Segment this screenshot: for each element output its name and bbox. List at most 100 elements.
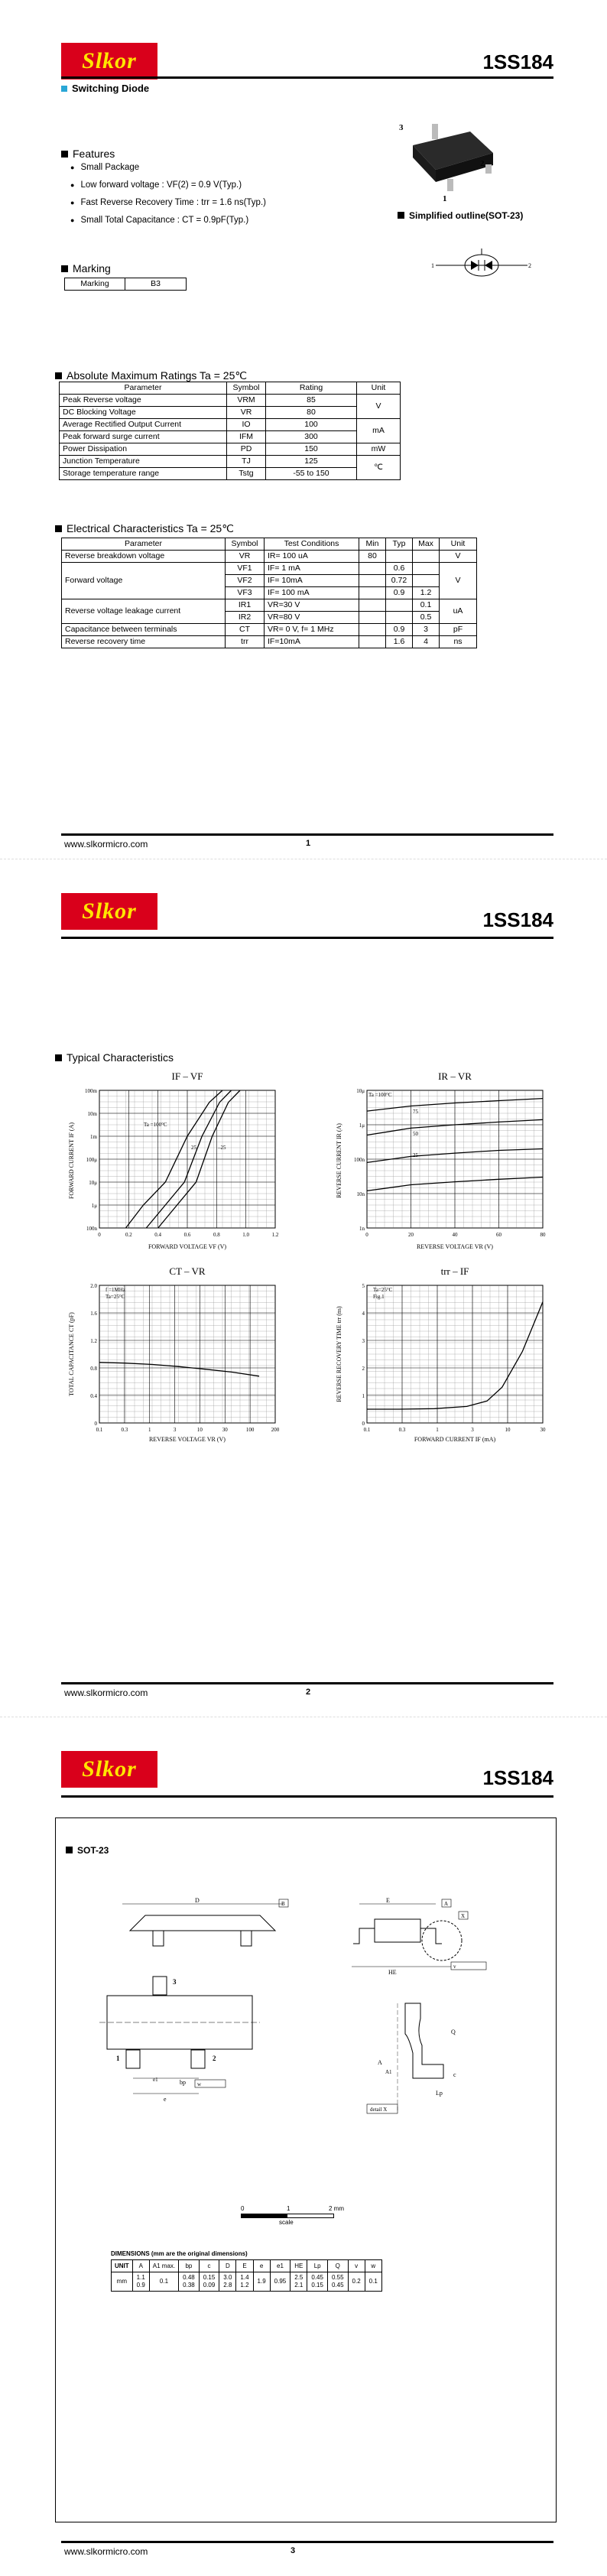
table-row: Peak forward surge current IFM 300 bbox=[59, 430, 401, 443]
svg-text:2: 2 bbox=[480, 159, 485, 168]
chart-if-vf: IF – VF 0 0.2 0.4 0.6 0.8 1.0 1.2 100m 10m 1m 100μ… bbox=[68, 1070, 279, 1250]
table-row: Peak Reverse voltage VRM 85 V bbox=[59, 394, 401, 419]
series-label: 25 bbox=[413, 1152, 419, 1158]
svg-text:A: A bbox=[444, 1901, 448, 1907]
svg-text:1: 1 bbox=[431, 262, 434, 269]
x-tick-label: 1.0 bbox=[242, 1232, 249, 1238]
x-tick-label: 100 bbox=[246, 1427, 255, 1433]
y-tick-label: 1 bbox=[362, 1393, 365, 1399]
table-row: IR2 VR=80 V 0.5 bbox=[62, 611, 477, 624]
y-tick-label: 2.0 bbox=[90, 1283, 97, 1289]
series-line bbox=[366, 1119, 544, 1136]
series-line bbox=[367, 1301, 544, 1410]
series-line bbox=[366, 1097, 544, 1112]
table-cell: 0.48 0.38 bbox=[178, 2272, 200, 2292]
marking-table: Marking B3 bbox=[64, 278, 187, 291]
svg-text:2: 2 bbox=[528, 262, 531, 269]
svg-text:c: c bbox=[453, 2071, 456, 2078]
svg-text:Q: Q bbox=[451, 2029, 456, 2035]
table-row: Power Dissipation PD 150 mW bbox=[59, 443, 401, 456]
table-cell: 1.9 bbox=[252, 2272, 271, 2292]
typical-characteristics-title: Typical Characteristics bbox=[55, 1051, 174, 1064]
abs-max-title: Absolute Maximum Ratings Ta = 25℃ bbox=[55, 369, 247, 382]
table-row: mm 1.1 0.9 0.1 0.48 0.38 0.15 0.09 3.0 2.8 1.4 1.2 1… bbox=[111, 2272, 382, 2292]
x-tick-label: 0.4 bbox=[154, 1232, 161, 1238]
chart-note: Ta=25°C bbox=[373, 1287, 393, 1293]
series-line bbox=[366, 1148, 544, 1164]
y-tick-label: 10n bbox=[357, 1191, 365, 1197]
footer-url[interactable]: www.slkormicro.com bbox=[64, 1688, 148, 1698]
svg-text:E: E bbox=[386, 1897, 390, 1904]
y-tick-label: 2 bbox=[362, 1366, 365, 1372]
table-cell: 3.0 2.8 bbox=[219, 2272, 237, 2292]
table-row: Reverse recovery time trr IF=10mA 1.6 4 ns bbox=[61, 635, 477, 648]
electrical-table: Parameter Symbol Test Conditions Min Typ… bbox=[61, 538, 477, 648]
table-row: VF2 IF= 10mA 0.72 bbox=[62, 574, 477, 587]
subtitle: Switching Diode bbox=[61, 83, 149, 94]
x-tick-label: 3 bbox=[471, 1427, 474, 1433]
package-section-title: SOT-23 bbox=[66, 1845, 109, 1856]
x-tick-label: 10 bbox=[197, 1427, 203, 1433]
chart-note: Ta=25°C bbox=[105, 1294, 125, 1300]
x-tick-label: 1.2 bbox=[272, 1232, 279, 1238]
feature-item: Small Package bbox=[70, 159, 266, 177]
y-tick-label: 10μ bbox=[89, 1180, 97, 1186]
svg-text:B: B bbox=[281, 1901, 285, 1907]
y-tick-label: 3 bbox=[362, 1338, 365, 1344]
x-tick-label: 200 bbox=[271, 1427, 280, 1433]
svg-text:bp: bp bbox=[180, 2079, 186, 2086]
footer-url[interactable]: www.slkormicro.com bbox=[64, 839, 148, 849]
y-tick-label: 100n bbox=[354, 1157, 365, 1163]
x-tick-label: 10 bbox=[505, 1427, 511, 1433]
part-number: 1SS184 bbox=[482, 1766, 553, 1789]
chart-ct-vr: CT – VR 0.1 0.3 1 3 10 30 100 200 2.0 1.6 1.2 0.8 0.… bbox=[68, 1265, 280, 1443]
x-tick-label: 0.2 bbox=[125, 1232, 132, 1238]
y-axis-label: REVERSE RECOVERY TIME trr (ns) bbox=[336, 1306, 342, 1402]
y-tick-label: 10μ bbox=[356, 1088, 365, 1094]
x-tick-label: 40 bbox=[453, 1232, 459, 1238]
series-note: Ta =100°C bbox=[144, 1122, 167, 1128]
y-axis-label: REVERSE CURRENT IR (A) bbox=[336, 1123, 342, 1198]
svg-text:w: w bbox=[197, 2081, 202, 2087]
table-cell: 0.95 bbox=[269, 2272, 291, 2292]
y-tick-label: 100μ bbox=[86, 1157, 98, 1163]
x-tick-label: 20 bbox=[408, 1232, 414, 1238]
package-caption: Simplified outline(SOT-23) bbox=[398, 210, 523, 221]
svg-text:v: v bbox=[453, 1964, 456, 1970]
chart-note: f =1MHz bbox=[105, 1287, 125, 1293]
y-tick-label: 1n bbox=[359, 1226, 365, 1232]
package-outline-frame bbox=[55, 1817, 557, 2522]
svg-text:X: X bbox=[461, 1913, 465, 1919]
table-row: Average Rectified Output Current IO 100 mA bbox=[59, 418, 401, 443]
table-row: Capacitance between terminals CT VR= 0 V, … bbox=[61, 623, 477, 636]
footer-url[interactable]: www.slkormicro.com bbox=[64, 2546, 148, 2557]
x-axis-label: REVERSE VOLTAGE VR (V) bbox=[149, 1436, 226, 1443]
y-tick-label: 0.8 bbox=[90, 1366, 97, 1372]
part-number: 1SS184 bbox=[482, 908, 553, 931]
svg-text:1: 1 bbox=[116, 2055, 120, 2062]
x-tick-label: 0.1 bbox=[364, 1427, 371, 1433]
svg-text:2: 2 bbox=[213, 2055, 216, 2062]
feature-item: Fast Reverse Recovery Time : trr = 1.6 n… bbox=[70, 194, 266, 212]
table-cell: mm bbox=[111, 2272, 133, 2292]
footer-rule bbox=[61, 833, 553, 836]
series-note: Ta =100°C bbox=[368, 1092, 392, 1098]
svg-text:e1: e1 bbox=[153, 2077, 158, 2083]
table-cell: 1.4 1.2 bbox=[235, 2272, 254, 2292]
x-tick-label: 1 bbox=[148, 1427, 151, 1433]
chart-title: trr – IF bbox=[441, 1265, 469, 1277]
chart-title: CT – VR bbox=[169, 1265, 206, 1277]
y-tick-label: 1μ bbox=[359, 1122, 365, 1129]
x-axis-label: REVERSE VOLTAGE VR (V) bbox=[417, 1243, 493, 1250]
scale-bar: 0 1 2 mm scale bbox=[241, 2205, 344, 2226]
header-rule bbox=[61, 76, 553, 79]
x-tick-label: 1 bbox=[436, 1427, 439, 1433]
x-tick-label: 0.3 bbox=[121, 1427, 128, 1433]
table-row: Storage temperature range Tstg -55 to 150 bbox=[59, 467, 401, 480]
table-row: Reverse breakdown voltage VR IR= 100 uA 80 V bbox=[61, 550, 477, 563]
svg-text:A: A bbox=[378, 2059, 382, 2066]
y-tick-label: 100m bbox=[85, 1088, 98, 1094]
